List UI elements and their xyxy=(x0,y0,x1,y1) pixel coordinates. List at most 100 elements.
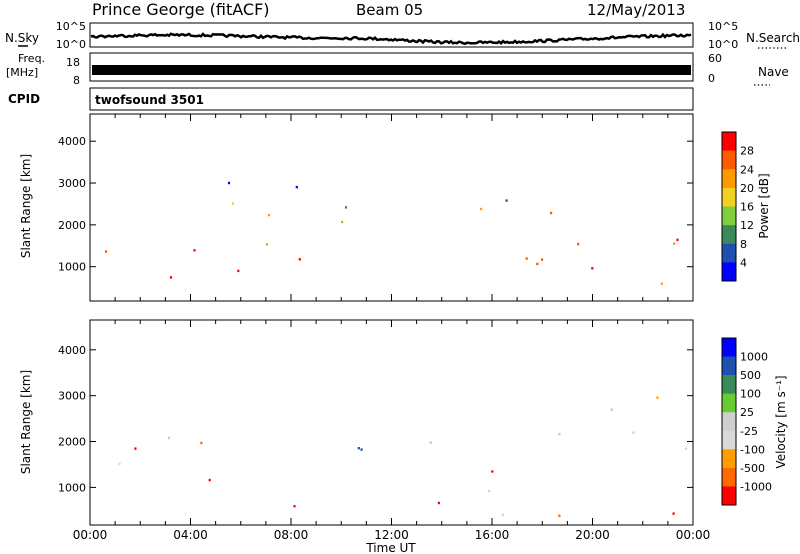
scatter-cell xyxy=(558,514,561,517)
scatter-cell xyxy=(167,436,171,440)
colorbar-segment xyxy=(722,430,736,450)
colorbar-segment xyxy=(722,225,736,245)
freq-strip-frame xyxy=(89,52,694,82)
colorbar-tick-label: 500 xyxy=(740,369,761,382)
scatter-cell xyxy=(227,181,231,185)
freq-tick-top: 18 xyxy=(66,56,80,69)
time-tick-label: 16:00 xyxy=(475,528,510,542)
colorbar-segment xyxy=(722,206,736,226)
y-tick-label: 3000 xyxy=(58,390,86,403)
scatter-cell xyxy=(660,282,663,285)
nsky-strip: N.Sky 10^5 10^0 10^5 10^0 N.Search xyxy=(5,20,800,51)
colorbar-tick-label: 8 xyxy=(740,238,747,251)
time-tick-label: 12:00 xyxy=(374,528,409,542)
scatter-cell xyxy=(684,447,687,450)
y-tick-label: 4000 xyxy=(58,135,86,148)
colorbar-tick-label: 4 xyxy=(740,256,747,269)
colorbar-segment xyxy=(722,243,736,263)
scatter-cell xyxy=(591,267,594,270)
nave-label: Nave xyxy=(758,65,789,79)
cpid-value: twofsound 3501 xyxy=(95,93,204,107)
colorbar-segment xyxy=(722,412,736,432)
colorbar-segment xyxy=(722,150,736,170)
colorbar-segment xyxy=(722,449,736,469)
scatter-cell xyxy=(265,243,268,246)
colorbar-tick-label: 1000 xyxy=(740,351,768,364)
velocity-panel-frame xyxy=(89,319,694,526)
freq-tick-bottom: 8 xyxy=(73,74,80,87)
nsky-tick-bottom-left: 10^0 xyxy=(56,38,86,51)
date-title: 12/May/2013 xyxy=(587,1,685,19)
nsky-label: N.Sky xyxy=(5,31,39,45)
time-axis-title: Time UT xyxy=(365,541,416,554)
power-ylabel: Slant Range [km] xyxy=(19,154,33,258)
velocity-y-axis: 1000 2000 3000 4000 xyxy=(58,344,693,494)
scatter-cell xyxy=(525,257,528,260)
freq-strip: Freq. [MHz] 18 8 60 0 Nave xyxy=(6,52,789,87)
power-colorbar-label: Power [dB] xyxy=(757,173,771,238)
time-axis-labels: 00:00 04:00 08:00 12:00 16:00 20:00 00:00 xyxy=(73,528,711,542)
scatter-cell xyxy=(200,441,203,445)
scatter-cell xyxy=(134,447,137,450)
cpid-strip-frame xyxy=(89,87,694,111)
scatter-cell xyxy=(104,250,108,253)
scatter-cell xyxy=(676,238,679,241)
time-tick-label: 08:00 xyxy=(274,528,309,542)
y-tick-label: 1000 xyxy=(58,261,86,274)
colorbar-segment xyxy=(722,262,736,282)
y-tick-label: 2000 xyxy=(58,436,86,449)
colorbar-tick-label: 24 xyxy=(740,163,754,176)
power-y-axis: 1000 2000 3000 4000 xyxy=(58,135,693,274)
y-tick-label: 2000 xyxy=(58,219,86,232)
colorbar-segment xyxy=(722,375,736,394)
nsky-tick-top-left: 10^5 xyxy=(56,20,86,33)
nave-tick-bottom: 0 xyxy=(708,72,715,85)
power-colorbar: 28 24 20 16 12 8 4 xyxy=(721,131,754,282)
colorbar-tick-label: 100 xyxy=(740,388,761,401)
scatter-cell xyxy=(169,276,173,279)
scatter-cell xyxy=(437,501,440,505)
power-x-axis xyxy=(89,114,694,301)
nsky-trace xyxy=(90,32,692,46)
y-tick-label: 1000 xyxy=(58,481,86,494)
nsearch-label: N.Search xyxy=(746,31,800,45)
station-title: Prince George (fitACF) xyxy=(92,0,270,19)
scatter-cell xyxy=(208,478,211,482)
scatter-cell xyxy=(267,213,271,217)
power-scatter-data xyxy=(104,181,679,285)
nsky-tick-bottom-right: 10^0 xyxy=(708,38,738,51)
scatter-cell xyxy=(550,211,553,215)
scatter-cell xyxy=(341,220,344,224)
scatter-cell xyxy=(429,441,432,444)
scatter-cell xyxy=(237,269,240,273)
power-panel-frame xyxy=(89,113,694,302)
colorbar-segment xyxy=(722,132,736,151)
scatter-cell xyxy=(672,512,675,515)
nsky-tick-top-right: 10^5 xyxy=(708,20,738,33)
freq-label-line1: Freq. xyxy=(18,52,45,65)
colorbar-segment xyxy=(722,338,736,357)
scatter-cell xyxy=(298,258,301,261)
scatter-cell xyxy=(344,206,348,209)
colorbar-tick-label: 28 xyxy=(740,145,754,158)
scatter-cell xyxy=(673,242,676,245)
scatter-cell xyxy=(536,262,539,266)
colorbar-tick-label: -100 xyxy=(740,443,765,456)
scatter-cell xyxy=(632,431,635,434)
beam-title: Beam 05 xyxy=(356,1,423,19)
velocity-colorbar: 1000 500 100 25 -25 -100 -500 -1000 xyxy=(721,337,772,506)
scatter-cell xyxy=(293,505,296,508)
y-tick-label: 3000 xyxy=(58,177,86,190)
colorbar-frame xyxy=(721,337,737,506)
velocity-x-axis xyxy=(89,320,694,525)
cpid-strip: CPID twofsound 3501 xyxy=(8,87,694,111)
velocity-scatter-data xyxy=(118,396,687,517)
colorbar-tick-label: 20 xyxy=(740,182,754,195)
colorbar-segment xyxy=(722,393,736,413)
colorbar-segment xyxy=(722,467,736,487)
time-tick-label: 00:00 xyxy=(73,528,108,542)
y-tick-label: 4000 xyxy=(58,344,86,357)
colorbar-frame xyxy=(721,131,737,282)
colorbar-tick-label: -500 xyxy=(740,462,765,475)
